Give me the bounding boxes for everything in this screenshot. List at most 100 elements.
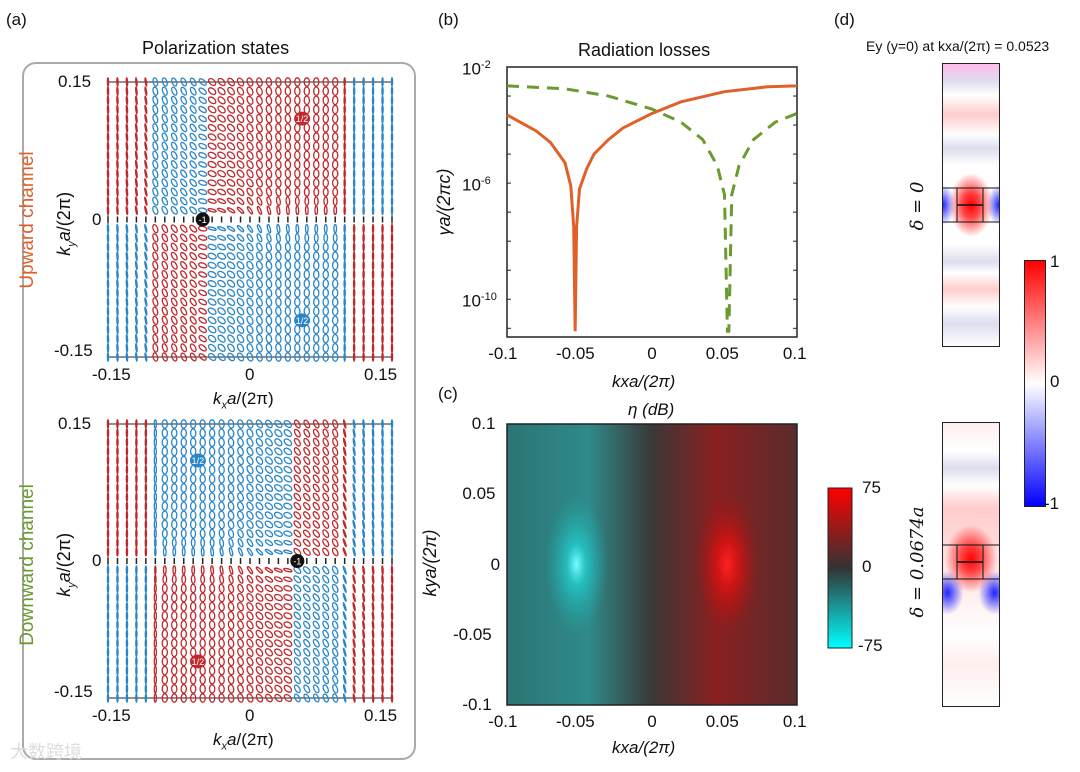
upward-polarization-ellipse [381,122,384,133]
eta-colorbar [827,487,853,649]
downward-polarization-ellipse [171,665,178,676]
upward-polarization-ellipse [207,160,217,169]
upward-polarization-ellipse [381,232,384,243]
downward-polarization-ellipse [227,501,235,511]
polarization-frame [22,62,416,760]
upward-polarization-ellipse [134,251,138,261]
downward-polarization-ellipse [218,473,225,484]
downward-polarization-ellipse [135,537,138,548]
downward-xtick: 0 [245,706,255,725]
downward-polarization-ellipse [312,602,320,611]
upward-polarization-ellipse [106,297,110,307]
downward-polarization-ellipse [171,574,177,585]
downward-polarization-ellipse [208,492,216,502]
upward-polarization-ellipse [322,159,329,170]
upward-polarization-ellipse [381,324,384,335]
downward-polarization-ellipse [237,455,244,466]
downward-polarization-ellipse [227,601,235,612]
downward-polarization-ellipse [381,665,384,676]
downward-polarization-ellipse [227,464,235,475]
upward-polarization-ellipse [144,324,148,335]
upward-polarization-ellipse [322,260,329,271]
upward-polarization-ellipse [198,271,208,278]
upward-polarization-ellipse [207,188,217,196]
radiation-losses-chart [506,66,798,338]
downward-polarization-ellipse [381,638,384,649]
downward-polarization-ellipse [303,465,311,474]
downward-polarization-ellipse [180,519,187,530]
downward-polarization-ellipse [218,583,225,594]
upward-polarization-ellipse [106,187,110,197]
downward-polarization-ellipse [371,610,375,621]
downward-polarization-ellipse [161,428,169,438]
upward-polarization-ellipse [152,315,159,326]
upward-polarization-ellipse [161,297,169,307]
downward-polarization-ellipse [362,674,366,685]
downward-polarization-ellipse [303,693,311,703]
upward-polarization-ellipse [371,324,375,335]
downward-polarization-ellipse [303,419,311,429]
upward-polarization-ellipse [134,95,138,106]
upward-polarization-ellipse [390,122,394,133]
eta-ylabel: kya/(2π) [420,529,440,597]
downward-polarization-ellipse [199,510,206,521]
downward-polarization-ellipse [255,492,264,502]
upward-polarization-ellipse [125,306,129,317]
upward-polarization-ellipse [198,298,208,306]
downward-xtick: -0.15 [92,706,131,725]
upward-polarization-ellipse [371,95,375,106]
upward-polarization-ellipse [275,233,281,243]
downward-polarization-ellipse [144,610,148,621]
downward-polarization-ellipse [293,657,301,666]
downward-polarization-ellipse [218,620,225,630]
upward-polarization-ellipse [390,342,394,353]
downward-polarization-ellipse [312,675,320,685]
downward-polarization-ellipse [342,510,347,520]
downward-polarization-ellipse [352,474,356,484]
upward-polarization-ellipse [322,297,329,307]
downward-polarization-ellipse [303,675,311,685]
upward-polarization-ellipse [226,316,236,325]
upward-polarization-ellipse [152,333,159,344]
downward-polarization-ellipse [352,693,356,703]
downward-red-half-badge: 1/2 [190,654,205,669]
upward-polarization-ellipse [207,114,217,123]
upward-polarization-ellipse [313,95,320,106]
downward-polarization-ellipse [390,473,394,484]
downward-polarization-ellipse [106,473,110,484]
upward-polarization-ellipse [256,205,263,215]
downward-polarization-ellipse [125,665,129,676]
upward-polarization-ellipse [255,150,263,161]
downward-polarization-ellipse [312,511,320,520]
downward-polarization-ellipse [273,630,283,638]
downward-polarization-ellipse [381,492,384,502]
downward-polarization-ellipse [274,639,283,648]
upward-polarization-ellipse [390,278,394,289]
upward-polarization-ellipse [322,315,329,326]
downward-polarization-ellipse [191,547,196,557]
upward-polarization-ellipse [144,233,148,243]
downward-polarization-ellipse [162,537,168,548]
upward-polarization-ellipse [362,177,365,188]
upward-polarization-ellipse [381,168,384,179]
upward-polarization-ellipse [197,234,208,241]
upward-polarization-ellipse [116,269,119,280]
upward-polarization-ellipse [106,196,110,207]
downward-polarization-ellipse [312,437,320,447]
downward-polarization-ellipse [237,501,245,511]
upward-polarization-ellipse [381,223,384,234]
upward-polarization-ellipse [217,160,227,169]
upward-polarization-ellipse [343,287,346,298]
downward-polarization-ellipse [161,693,169,703]
downward-polarization-ellipse [390,455,394,466]
eta-xlabel: kxa/(2π) [612,738,676,757]
upward-polarization-ellipse [371,86,375,97]
downward-polarization-ellipse [322,693,329,703]
upward-polarization-ellipse [304,205,309,216]
upward-polarization-ellipse [322,132,329,142]
downward-polarization-ellipse [208,519,216,530]
downward-polarization-ellipse [227,656,235,667]
downward-polarization-ellipse [322,647,330,657]
downward-polarization-ellipse [371,684,375,694]
downward-polarization-ellipse [189,428,197,438]
